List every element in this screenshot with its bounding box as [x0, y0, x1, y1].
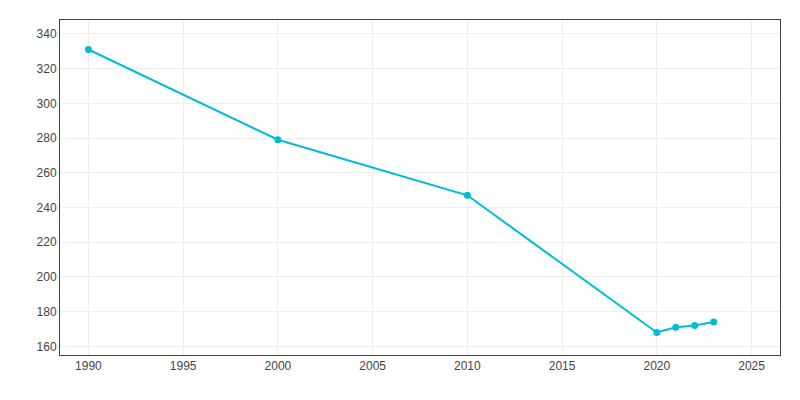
svg-text:180: 180	[37, 305, 57, 319]
svg-text:200: 200	[37, 270, 57, 284]
svg-text:300: 300	[37, 97, 57, 111]
svg-text:160: 160	[37, 340, 57, 354]
svg-text:2005: 2005	[359, 359, 386, 373]
svg-text:320: 320	[37, 62, 57, 76]
svg-text:340: 340	[37, 27, 57, 41]
svg-text:1995: 1995	[170, 359, 197, 373]
svg-text:280: 280	[37, 131, 57, 145]
svg-text:2010: 2010	[454, 359, 481, 373]
svg-text:240: 240	[37, 201, 57, 215]
svg-text:2000: 2000	[265, 359, 292, 373]
svg-text:260: 260	[37, 166, 57, 180]
svg-text:2025: 2025	[738, 359, 765, 373]
svg-text:220: 220	[37, 235, 57, 249]
svg-text:2020: 2020	[643, 359, 670, 373]
svg-text:2015: 2015	[549, 359, 576, 373]
svg-text:1990: 1990	[75, 359, 102, 373]
